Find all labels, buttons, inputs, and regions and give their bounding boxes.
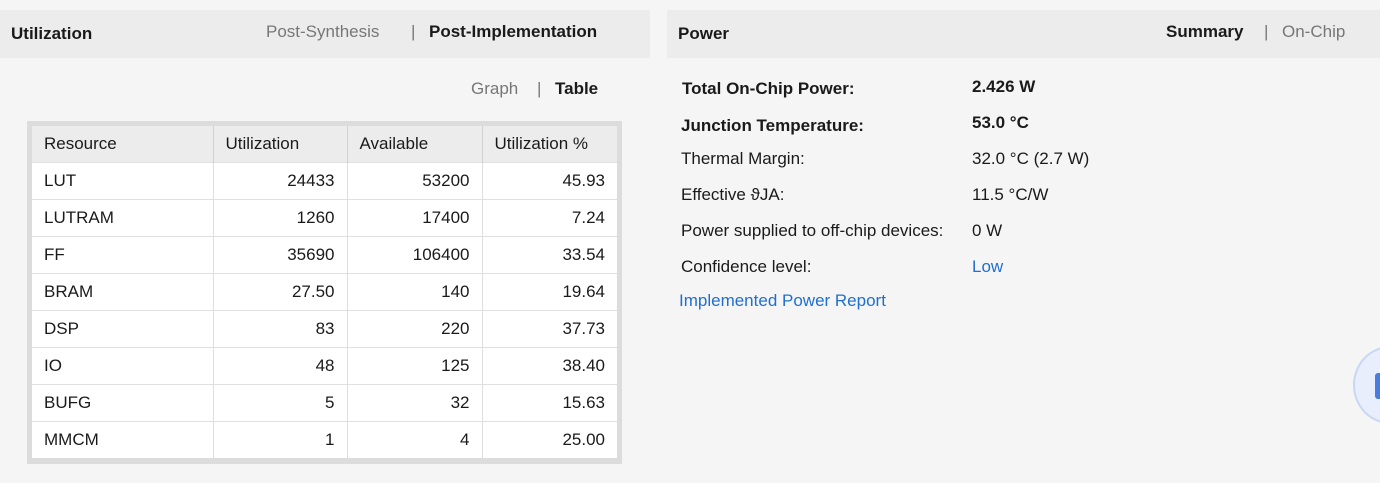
cell-available: 220: [347, 310, 483, 348]
cell-resource: BRAM: [32, 273, 214, 311]
tab-post-implementation[interactable]: Post-Implementation: [429, 22, 598, 41]
view-tab-table[interactable]: Table: [555, 79, 599, 98]
off-chip-power-label: Power supplied to off-chip devices:: [681, 221, 944, 240]
implemented-power-report-link[interactable]: Implemented Power Report: [679, 291, 886, 310]
effective-theta-ja-value: 11.5 °C/W: [972, 185, 1049, 204]
cell-resource: BUFG: [32, 384, 214, 422]
cell-available: 32: [347, 384, 483, 422]
confidence-level-label: Confidence level:: [681, 257, 812, 276]
table-row[interactable]: BRAM 27.50 140 19.64: [32, 273, 617, 311]
table-row[interactable]: DSP 83 220 37.73: [32, 310, 617, 348]
cell-available: 53200: [347, 162, 483, 200]
cell-available: 140: [347, 273, 483, 311]
tab-post-synthesis[interactable]: Post-Synthesis: [266, 22, 380, 41]
total-on-chip-power-label: Total On-Chip Power:: [682, 79, 855, 98]
cell-resource: MMCM: [32, 421, 214, 458]
cell-utilization: 48: [213, 347, 348, 385]
cell-available: 106400: [347, 236, 483, 274]
view-tab-graph[interactable]: Graph: [471, 79, 519, 98]
confidence-level-link[interactable]: Low: [972, 257, 1004, 276]
power-tab-separator: |: [1264, 22, 1269, 41]
cell-utilization-percent: 15.63: [482, 384, 617, 422]
table-row[interactable]: LUT 24433 53200 45.93: [32, 162, 617, 200]
cell-utilization-percent: 19.64: [482, 273, 617, 311]
total-on-chip-power-value: 2.426 W: [972, 77, 1036, 96]
junction-temperature-label: Junction Temperature:: [681, 116, 864, 135]
thermal-margin-value: 32.0 °C (2.7 W): [972, 149, 1090, 168]
table-header-row: Resource Utilization Available Utilizati…: [32, 126, 617, 163]
utilization-table: Resource Utilization Available Utilizati…: [32, 126, 617, 458]
tab-on-chip[interactable]: On-Chip: [1282, 22, 1346, 41]
cell-utilization: 1: [213, 421, 348, 458]
junction-temperature-value: 53.0 °C: [972, 113, 1029, 132]
table-row[interactable]: BUFG 5 32 15.63: [32, 384, 617, 422]
cell-available: 125: [347, 347, 483, 385]
tab-summary[interactable]: Summary: [1166, 22, 1244, 41]
cell-utilization-percent: 37.73: [482, 310, 617, 348]
thermal-margin-label: Thermal Margin:: [681, 149, 805, 168]
cell-utilization: 1260: [213, 199, 348, 237]
cell-utilization-percent: 45.93: [482, 162, 617, 200]
cell-utilization: 35690: [213, 236, 348, 274]
cell-resource: DSP: [32, 310, 214, 348]
cell-utilization-percent: 25.00: [482, 421, 617, 458]
effective-theta-ja-label: Effective ϑJA:: [681, 185, 785, 204]
cell-available: 17400: [347, 199, 483, 237]
cell-resource: LUT: [32, 162, 214, 200]
table-row[interactable]: FF 35690 106400 33.54: [32, 236, 617, 274]
cell-resource: LUTRAM: [32, 199, 214, 237]
utilization-title: Utilization: [11, 24, 93, 43]
column-header-utilization[interactable]: Utilization: [213, 126, 348, 163]
cell-utilization-percent: 38.40: [482, 347, 617, 385]
cell-utilization-percent: 33.54: [482, 236, 617, 274]
cell-utilization: 27.50: [213, 273, 348, 311]
floating-panel-handle[interactable]: [1353, 346, 1380, 424]
column-header-available[interactable]: Available: [347, 126, 483, 163]
utilization-header: [0, 10, 650, 58]
power-title: Power: [678, 24, 730, 43]
table-row[interactable]: MMCM 1 4 25.00: [32, 421, 617, 458]
cell-utilization: 24433: [213, 162, 348, 200]
column-header-resource[interactable]: Resource: [32, 126, 214, 163]
table-row[interactable]: LUTRAM 1260 17400 7.24: [32, 199, 617, 237]
cell-resource: FF: [32, 236, 214, 274]
power-header: [667, 10, 1380, 58]
handle-icon: [1375, 373, 1380, 399]
cell-utilization: 5: [213, 384, 348, 422]
off-chip-power-value: 0 W: [972, 221, 1003, 240]
view-tab-separator: |: [537, 79, 542, 98]
cell-utilization-percent: 7.24: [482, 199, 617, 237]
tab-separator: |: [411, 22, 416, 41]
cell-resource: IO: [32, 347, 214, 385]
table-row[interactable]: IO 48 125 38.40: [32, 347, 617, 385]
column-header-utilization-percent[interactable]: Utilization %: [482, 126, 617, 163]
cell-utilization: 83: [213, 310, 348, 348]
cell-available: 4: [347, 421, 483, 458]
